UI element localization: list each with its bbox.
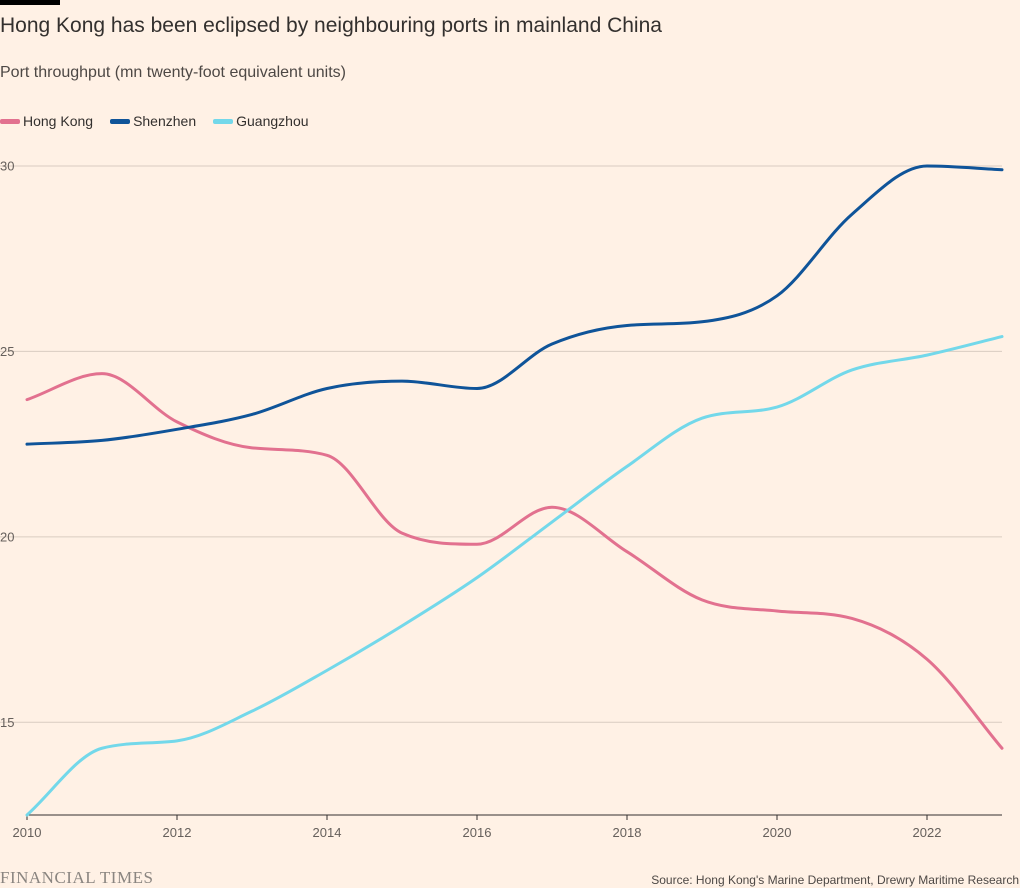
x-tick-label-2018: 2018 <box>613 825 642 840</box>
legend-swatch-hong-kong <box>0 118 20 124</box>
legend-label-guangzhou: Guangzhou <box>236 113 309 129</box>
y-tick-label-20: 20 <box>0 529 14 544</box>
x-tick-label-2022: 2022 <box>913 825 942 840</box>
x-tick-label-2014: 2014 <box>313 825 342 840</box>
x-tick-label-2012: 2012 <box>163 825 192 840</box>
series-line-shenzhen <box>25 164 1004 446</box>
y-tick-label-30: 30 <box>0 159 14 174</box>
y-tick-label-15: 15 <box>0 715 14 730</box>
y-tick-label-25: 25 <box>0 344 14 359</box>
legend-item-guangzhou: Guangzhou <box>213 113 309 129</box>
legend-label-shenzhen: Shenzhen <box>133 113 197 129</box>
ft-logo-text: FINANCIAL TIMES <box>0 868 154 887</box>
legend: Hong Kong Shenzhen Guangzhou <box>0 113 326 129</box>
legend-label-hong-kong: Hong Kong <box>23 113 94 129</box>
legend-item-shenzhen: Shenzhen <box>110 113 196 129</box>
ft-top-bar <box>0 0 60 5</box>
chart-subtitle: Port throughput (mn twenty-foot equivale… <box>0 64 346 81</box>
series-line-hong-kong <box>25 372 1004 750</box>
x-tick-label-2016: 2016 <box>463 825 492 840</box>
source-note: Source: Hong Kong's Marine Department, D… <box>651 873 1019 887</box>
legend-item-hong-kong: Hong Kong <box>0 113 93 129</box>
legend-swatch-guangzhou <box>213 118 234 124</box>
legend-swatch-shenzhen <box>110 118 131 124</box>
x-tick-label-2020: 2020 <box>763 825 792 840</box>
series-line-guangzhou <box>25 335 1004 817</box>
chart-title: Hong Kong has been eclipsed by neighbour… <box>0 14 662 37</box>
x-tick-label-2010: 2010 <box>13 825 42 840</box>
